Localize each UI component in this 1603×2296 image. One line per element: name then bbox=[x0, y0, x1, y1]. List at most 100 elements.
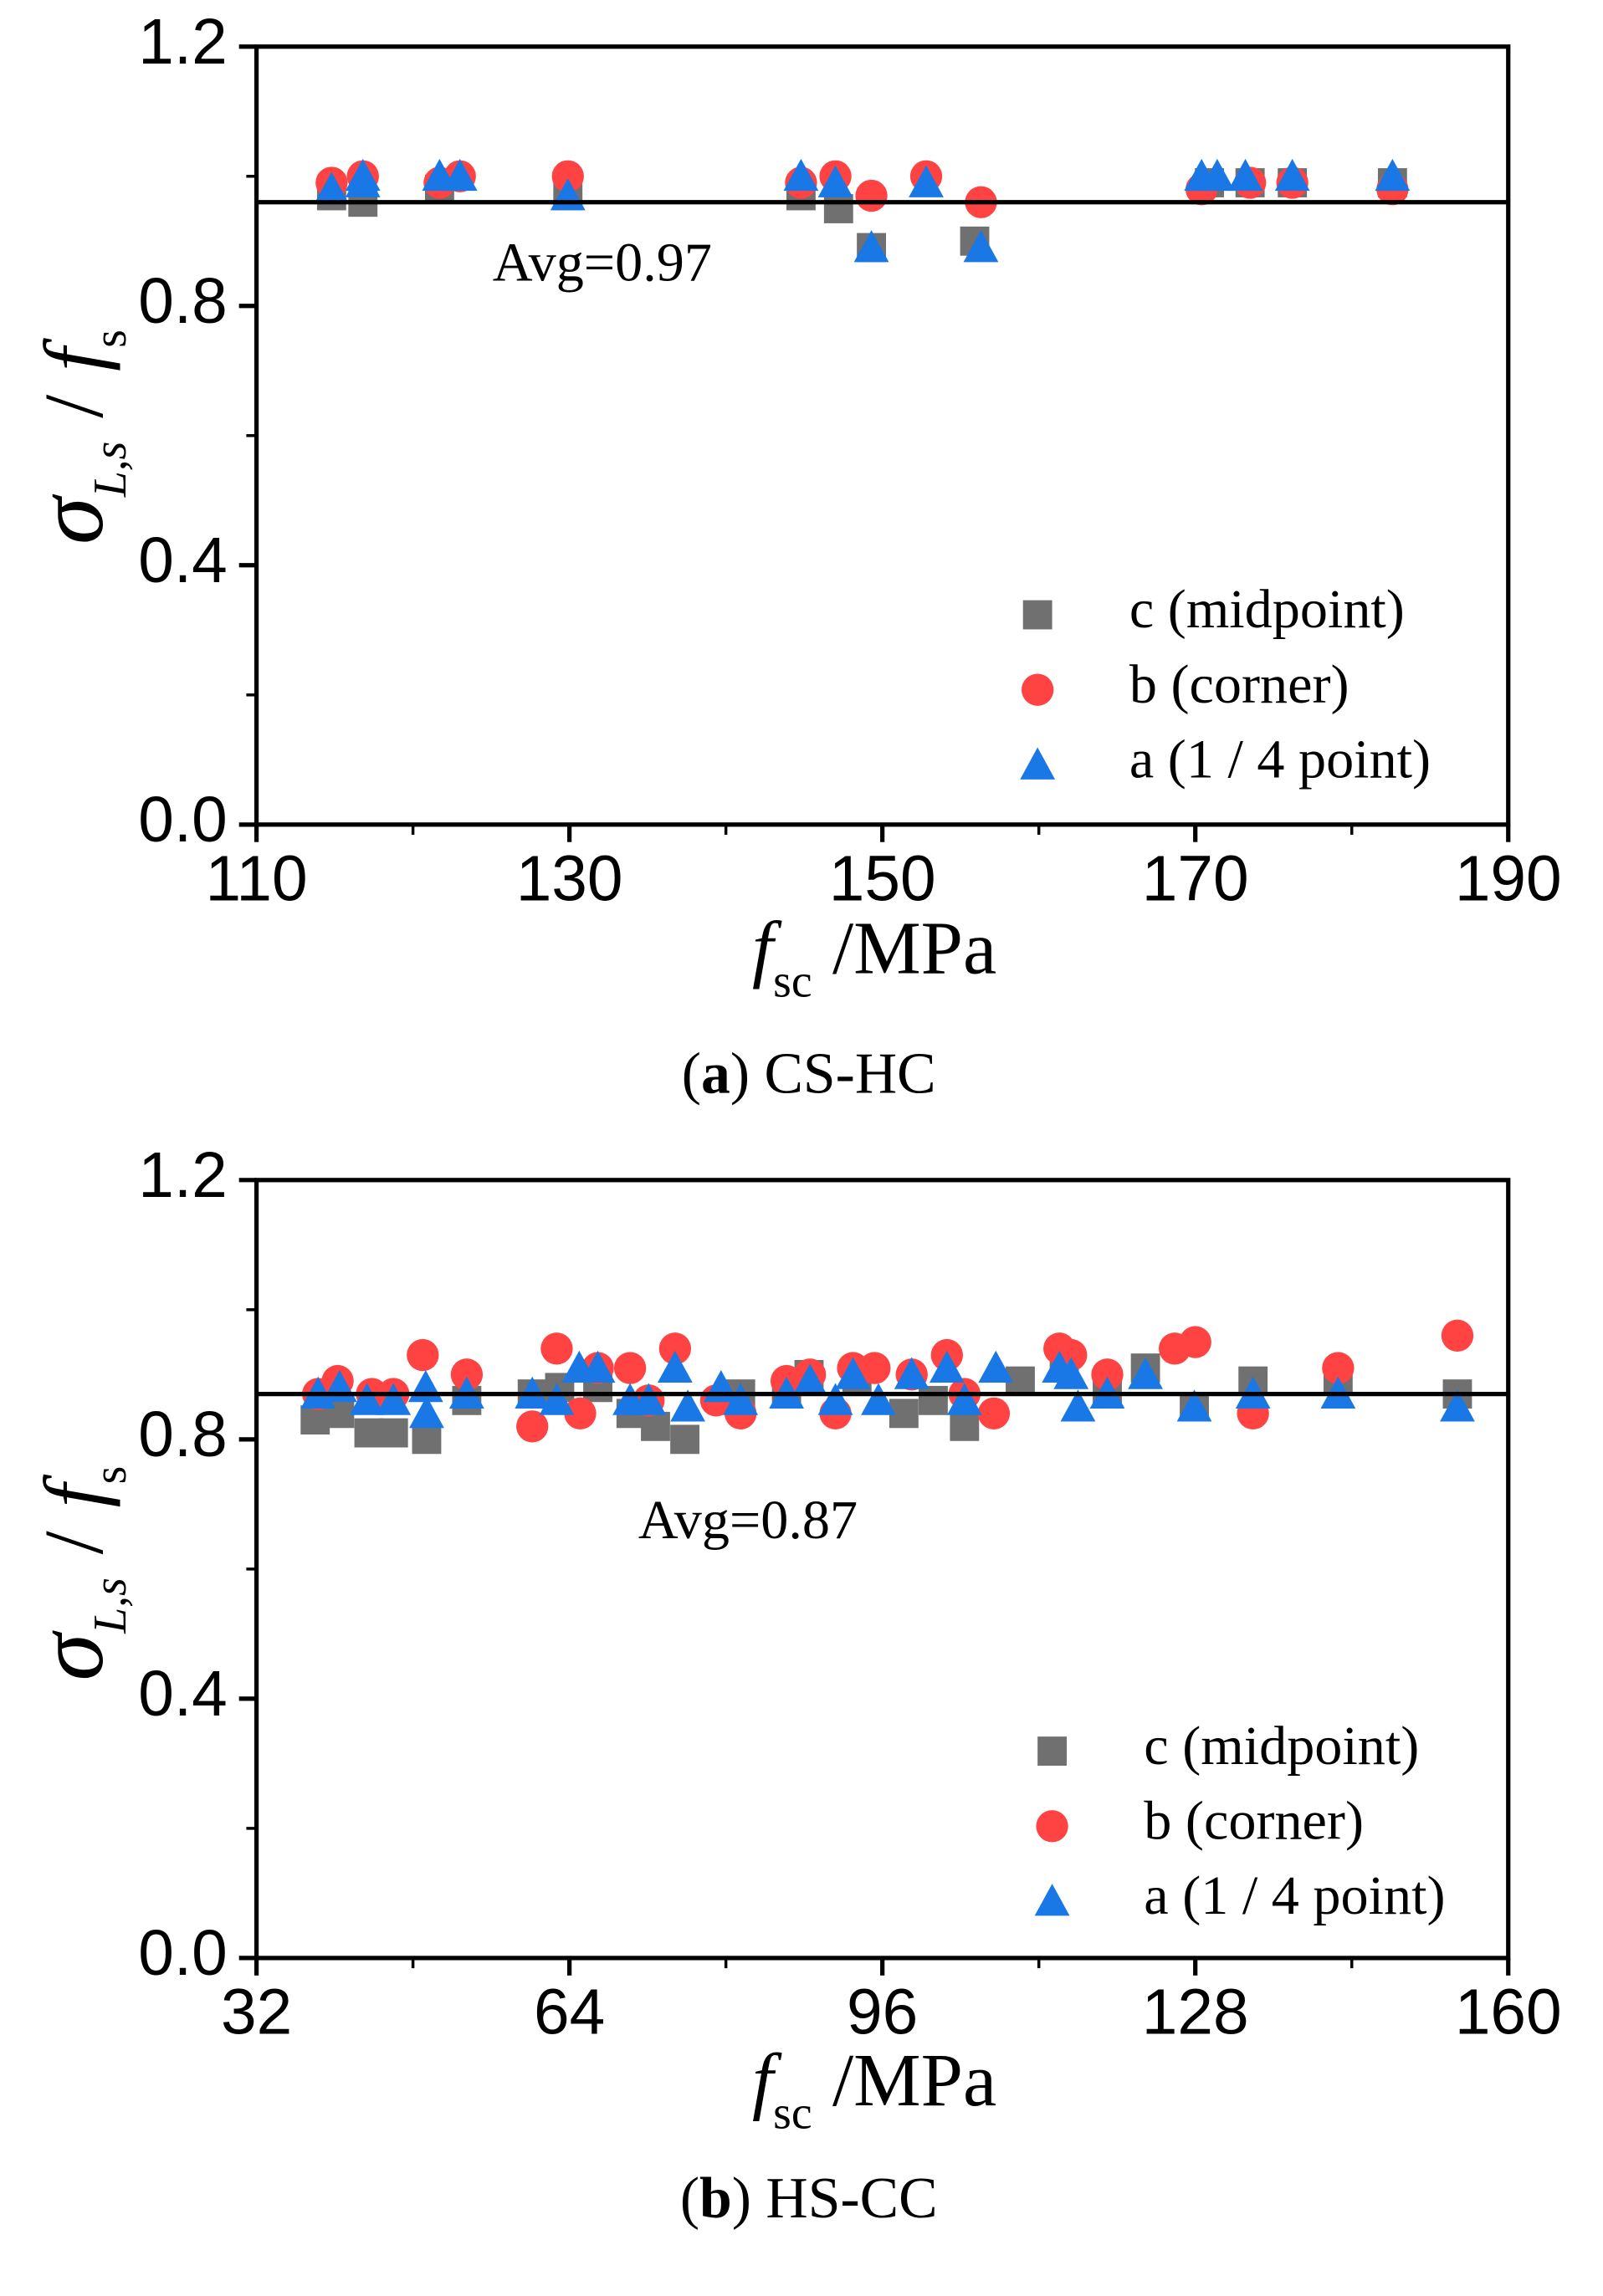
chart: Avg=0.97 0.0 0.4 0.8 1.2 110 130 150 170 190 c (mi… bbox=[17, 7, 1562, 1106]
point bbox=[450, 1358, 484, 1391]
point bbox=[631, 1383, 667, 1415]
legend-label: b (corner) bbox=[1144, 1790, 1364, 1851]
y-tick-label: 1.2 bbox=[138, 1140, 228, 1211]
point bbox=[407, 1369, 443, 1403]
legend-marker bbox=[1020, 747, 1056, 780]
y-label-sigma: σ bbox=[17, 493, 123, 545]
x-tick-label: 190 bbox=[1455, 843, 1562, 914]
y-tick-label: 0.8 bbox=[138, 266, 228, 337]
y-axis-label: σL,s/fs bbox=[17, 1466, 136, 1681]
point bbox=[1199, 158, 1235, 192]
x-tick-label: 150 bbox=[829, 843, 936, 914]
point bbox=[817, 165, 853, 197]
x-tick-label: 96 bbox=[847, 1976, 918, 2048]
legend-marker bbox=[1037, 1736, 1067, 1767]
point bbox=[539, 1383, 575, 1415]
caption: (b) HS-CC bbox=[680, 2166, 938, 2231]
caption-text: HS-CC bbox=[766, 2166, 937, 2231]
point bbox=[354, 1418, 384, 1448]
point bbox=[1274, 158, 1310, 192]
caption-paren: ( bbox=[682, 1041, 701, 1106]
point bbox=[613, 1352, 647, 1384]
point bbox=[853, 230, 889, 263]
point bbox=[409, 1395, 444, 1429]
point bbox=[919, 1385, 948, 1415]
point bbox=[670, 1424, 699, 1455]
point bbox=[792, 1363, 828, 1396]
point bbox=[1440, 1389, 1475, 1422]
caption: (a) CS-HC bbox=[682, 1041, 936, 1106]
point bbox=[564, 1397, 597, 1430]
point bbox=[345, 165, 381, 197]
chart: Avg=0.87 0.0 0.4 0.8 1.2 32 64 96 128 160 c (midpo… bbox=[17, 1140, 1562, 2231]
point bbox=[1053, 1357, 1089, 1389]
legend-label: c (midpoint) bbox=[1129, 579, 1405, 640]
point bbox=[929, 1350, 965, 1383]
point bbox=[1060, 1389, 1096, 1422]
point bbox=[516, 1410, 549, 1443]
point bbox=[861, 1383, 896, 1415]
y-label-sub: L,s bbox=[85, 442, 136, 499]
y-label-sub: L,s bbox=[85, 1578, 136, 1634]
y-tick-label: 0.0 bbox=[138, 785, 228, 856]
x-label-sub: sc bbox=[773, 955, 812, 1007]
legend-marker bbox=[1036, 1810, 1068, 1843]
caption-label: a bbox=[701, 1041, 730, 1106]
point bbox=[442, 158, 478, 192]
x-label-sub: sc bbox=[773, 2088, 812, 2140]
legend-label: c (midpoint) bbox=[1144, 1716, 1419, 1777]
point bbox=[946, 1383, 982, 1415]
y-label-sub2: s bbox=[85, 1466, 136, 1485]
point bbox=[314, 171, 350, 204]
point bbox=[909, 165, 944, 197]
legend-marker bbox=[1034, 1884, 1070, 1916]
caption-paren: ) bbox=[730, 1041, 750, 1106]
x-axis-label: fsc/MPa bbox=[752, 905, 996, 1007]
point bbox=[835, 1357, 871, 1389]
legend-marker bbox=[1022, 673, 1054, 706]
y-tick-label: 0.4 bbox=[138, 1659, 228, 1730]
x-tick-label: 128 bbox=[1142, 1976, 1249, 2048]
point bbox=[551, 160, 584, 192]
x-tick-label: 160 bbox=[1455, 1976, 1562, 2048]
y-tick-label: 0.8 bbox=[138, 1399, 228, 1470]
point bbox=[300, 1405, 330, 1435]
legend-label: a (1 / 4 point) bbox=[1129, 729, 1431, 790]
point bbox=[817, 1383, 853, 1415]
y-tick-label: 0.0 bbox=[138, 1918, 228, 1989]
point bbox=[1091, 1358, 1124, 1391]
y-tick-label: 1.2 bbox=[138, 7, 228, 78]
x-axis-label: fsc/MPa bbox=[752, 2038, 996, 2140]
legend-label: a (1 / 4 point) bbox=[1144, 1865, 1445, 1926]
point bbox=[540, 1332, 573, 1365]
point bbox=[412, 1424, 442, 1455]
y-tick-label: 0.4 bbox=[138, 525, 228, 596]
point bbox=[858, 1352, 891, 1384]
point bbox=[1227, 158, 1263, 192]
point bbox=[657, 1350, 693, 1383]
point bbox=[978, 1350, 1014, 1383]
caption-paren: ) bbox=[732, 2166, 751, 2231]
y-label-slash: / bbox=[27, 394, 120, 418]
x-tick-label: 130 bbox=[516, 843, 623, 914]
point bbox=[977, 1397, 1011, 1430]
point bbox=[894, 1357, 930, 1389]
point bbox=[670, 1389, 705, 1422]
point bbox=[407, 1338, 439, 1372]
y-label-slash: / bbox=[27, 1530, 120, 1554]
point bbox=[963, 230, 999, 263]
point bbox=[658, 1332, 692, 1365]
point bbox=[1375, 158, 1411, 192]
point bbox=[1441, 1319, 1474, 1352]
annotation: Avg=0.87 bbox=[638, 1490, 858, 1551]
point bbox=[950, 1411, 980, 1441]
y-label-sigma: σ bbox=[17, 1630, 123, 1681]
legend-marker bbox=[1022, 600, 1052, 630]
point bbox=[855, 179, 888, 212]
x-tick-label: 170 bbox=[1142, 843, 1249, 914]
point bbox=[349, 1383, 385, 1415]
caption-text: CS-HC bbox=[764, 1041, 935, 1106]
x-tick-label: 64 bbox=[534, 1976, 605, 2048]
legend-label: b (corner) bbox=[1129, 654, 1349, 715]
